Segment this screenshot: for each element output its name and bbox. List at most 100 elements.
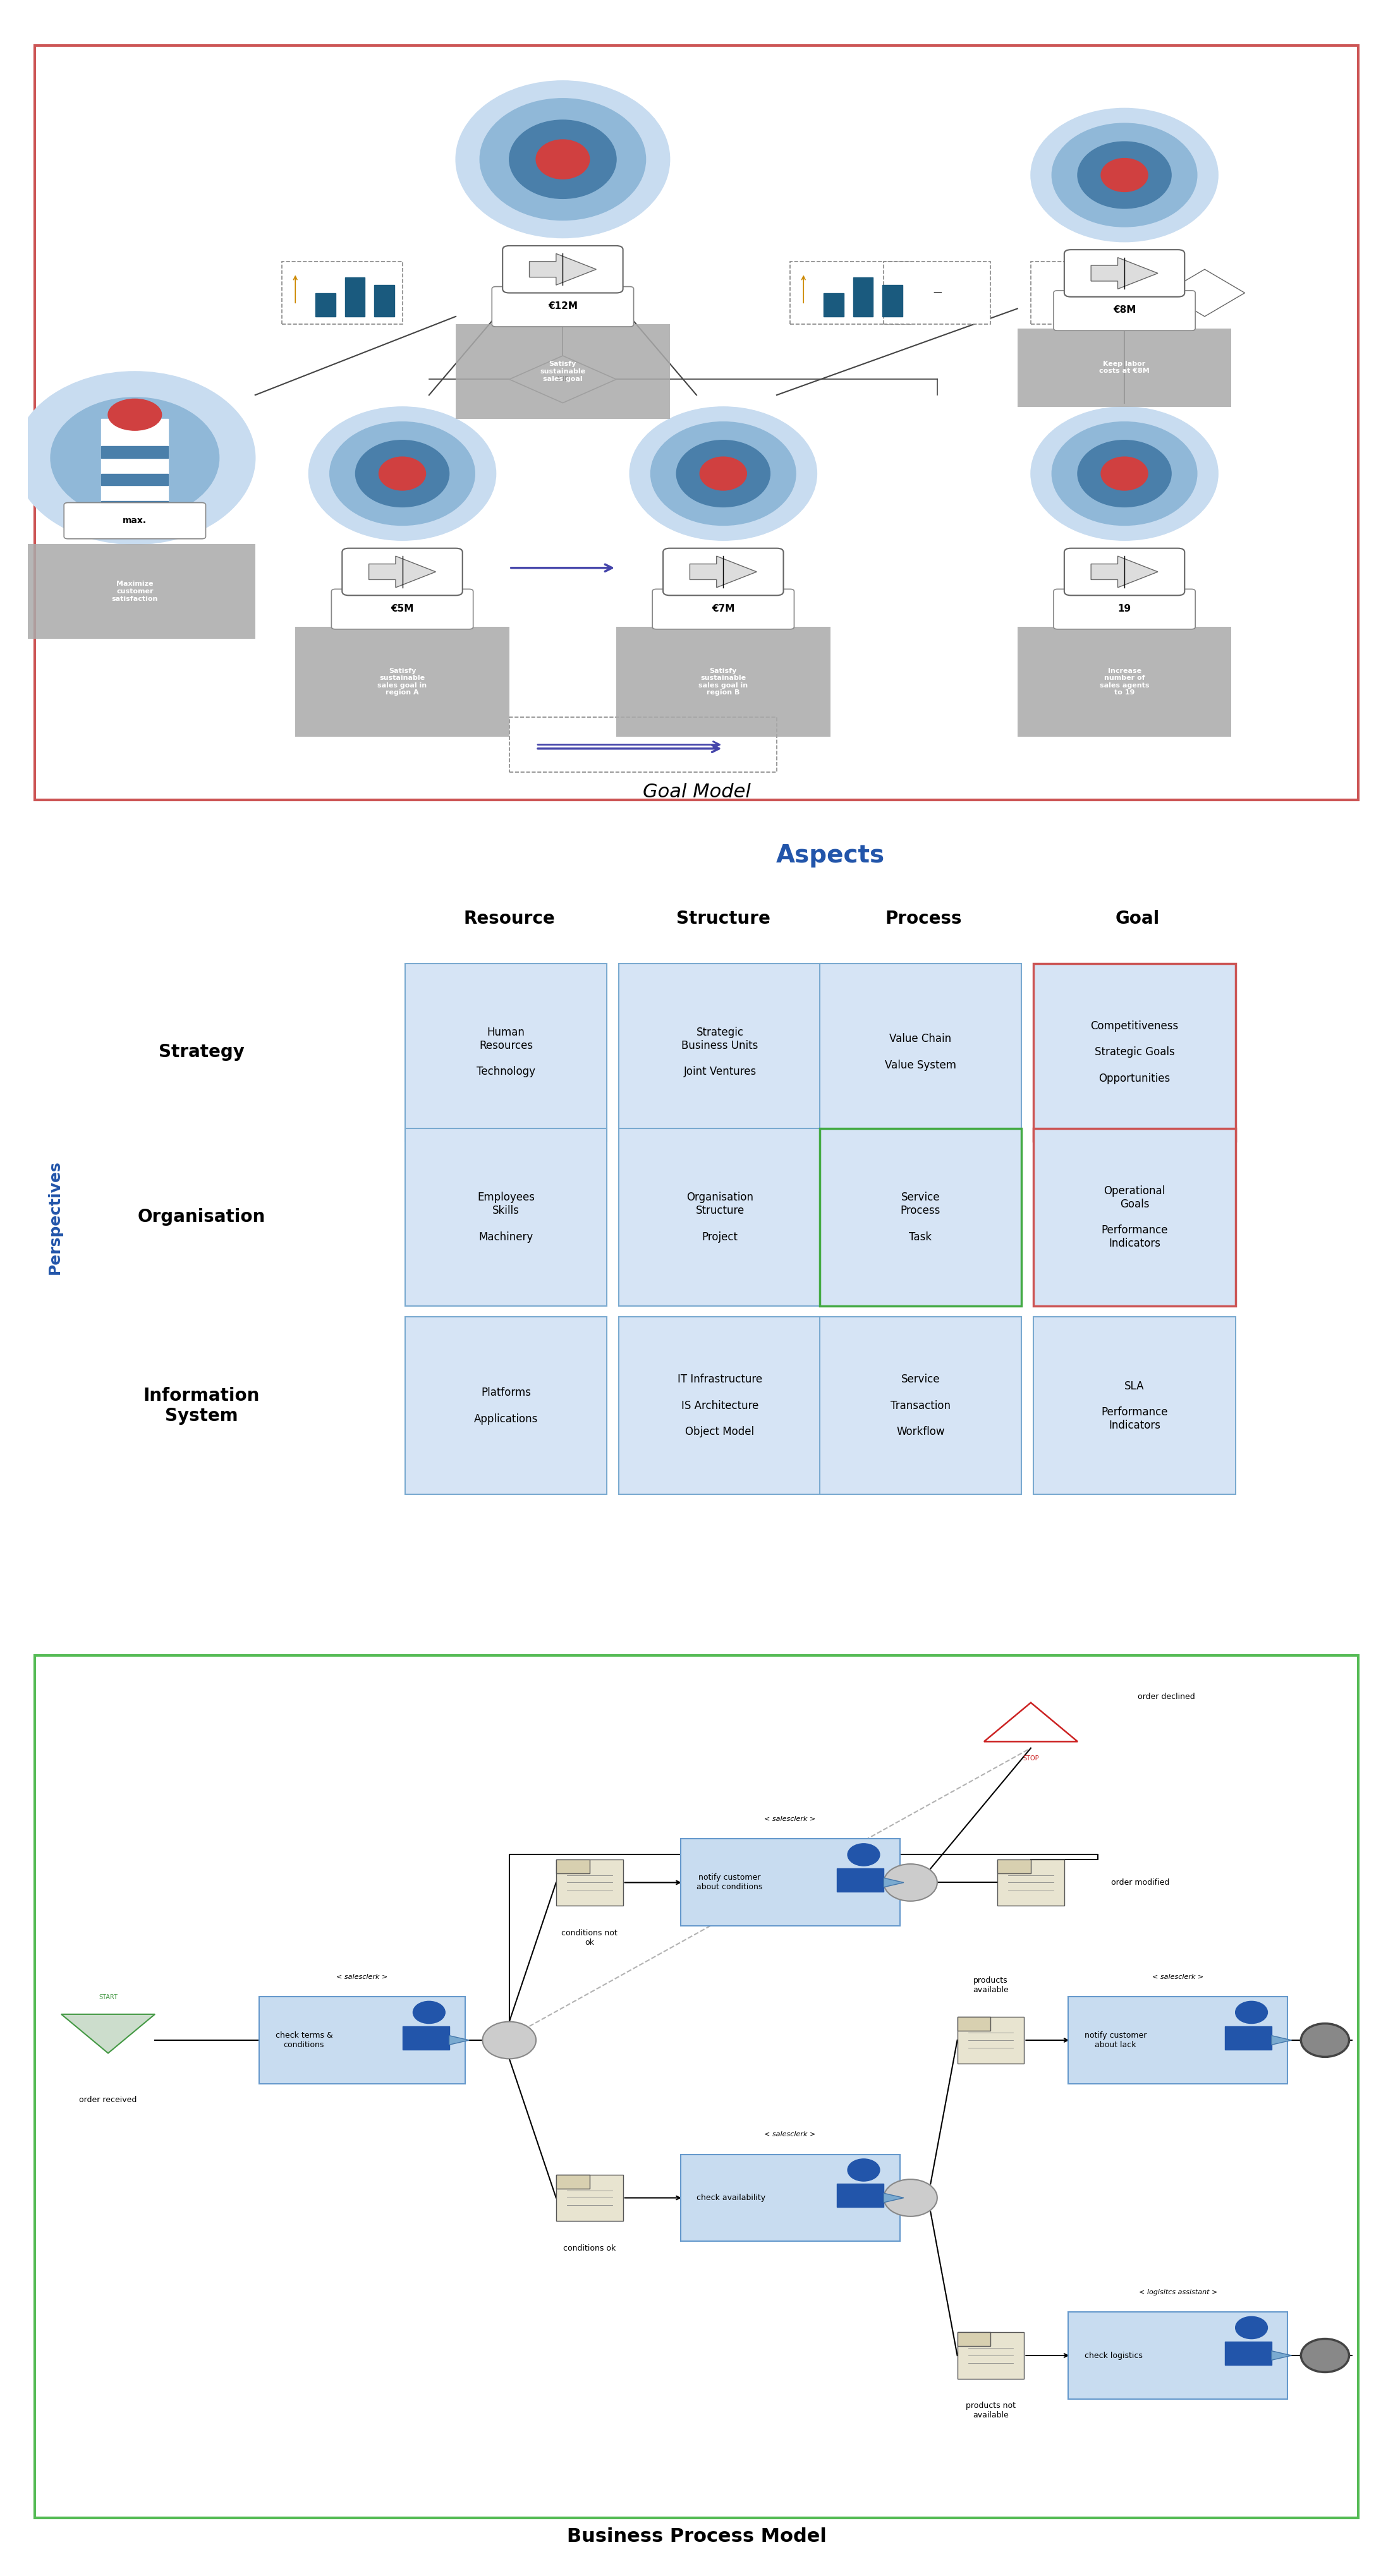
Text: Satisfy
sustainable
sales goal: Satisfy sustainable sales goal [540, 361, 585, 381]
Polygon shape [1272, 2352, 1291, 2360]
Bar [456, 325, 670, 417]
Text: Process: Process [886, 909, 963, 927]
Ellipse shape [1078, 440, 1172, 507]
Text: notify customer
about conditions: notify customer about conditions [696, 1873, 762, 1891]
Text: Satisfy
sustainable
sales goal in
region B: Satisfy sustainable sales goal in region… [698, 667, 748, 696]
Text: —: — [933, 289, 942, 296]
Text: Operational
Goals

Performance
Indicators: Operational Goals Performance Indicators [1100, 1185, 1167, 1249]
Text: Information
System: Information System [143, 1386, 260, 1425]
Bar [997, 1860, 1064, 1906]
FancyBboxPatch shape [663, 549, 783, 595]
Ellipse shape [1078, 142, 1172, 209]
Polygon shape [1091, 556, 1158, 587]
Bar [345, 278, 365, 317]
Text: order received: order received [79, 2097, 137, 2105]
FancyBboxPatch shape [1064, 549, 1184, 595]
Text: < salesclerk >: < salesclerk > [765, 2130, 816, 2138]
FancyBboxPatch shape [618, 963, 820, 1141]
Ellipse shape [14, 371, 255, 544]
Ellipse shape [355, 440, 449, 507]
FancyBboxPatch shape [1034, 1316, 1236, 1494]
Polygon shape [1091, 258, 1158, 289]
FancyBboxPatch shape [492, 286, 634, 327]
Polygon shape [369, 556, 436, 587]
Bar [281, 263, 403, 325]
Text: Aspects: Aspects [776, 845, 885, 868]
Ellipse shape [1100, 157, 1148, 191]
Text: SLA

Performance
Indicators: SLA Performance Indicators [1100, 1381, 1167, 1432]
Text: €5M: €5M [391, 603, 414, 613]
Bar [837, 2184, 883, 2208]
Text: Service

Transaction

Workflow: Service Transaction Workflow [890, 1373, 950, 1437]
Text: Platforms

Applications: Platforms Applications [474, 1386, 538, 1425]
Text: Goal: Goal [1116, 909, 1160, 927]
Polygon shape [883, 2192, 904, 2202]
Circle shape [109, 399, 162, 430]
FancyBboxPatch shape [332, 590, 474, 629]
Text: Human
Resources

Technology: Human Resources Technology [476, 1028, 535, 1077]
Ellipse shape [630, 407, 816, 541]
Text: 19: 19 [1117, 603, 1131, 613]
Text: < salesclerk >: < salesclerk > [765, 1816, 816, 1821]
FancyBboxPatch shape [1068, 2311, 1287, 2398]
Text: Strategic
Business Units

Joint Ventures: Strategic Business Units Joint Ventures [681, 1028, 758, 1077]
Text: Employees
Skills

Machinery: Employees Skills Machinery [478, 1193, 535, 1242]
Bar [102, 502, 169, 513]
Text: order declined: order declined [1138, 1692, 1195, 1700]
Bar [997, 1860, 1031, 1873]
Text: Value Chain

Value System: Value Chain Value System [885, 1033, 956, 1072]
FancyBboxPatch shape [819, 1128, 1021, 1306]
Ellipse shape [699, 456, 747, 489]
Text: Perspectives: Perspectives [47, 1159, 63, 1275]
FancyBboxPatch shape [1034, 963, 1236, 1141]
Text: Organisation: Organisation [138, 1208, 266, 1226]
FancyBboxPatch shape [680, 1839, 900, 1927]
Text: check logistics: check logistics [1084, 2352, 1142, 2360]
FancyBboxPatch shape [503, 245, 623, 294]
Polygon shape [883, 1878, 904, 1888]
Polygon shape [1272, 2035, 1291, 2045]
Ellipse shape [536, 139, 589, 178]
Ellipse shape [479, 98, 646, 219]
Polygon shape [61, 2014, 155, 2053]
Text: Maximize
customer
satisfaction: Maximize customer satisfaction [111, 582, 157, 603]
Text: Resource: Resource [464, 909, 554, 927]
Circle shape [847, 2159, 880, 2182]
Bar [556, 1860, 589, 1873]
Circle shape [1301, 2339, 1348, 2372]
Bar [556, 1860, 623, 1906]
FancyBboxPatch shape [819, 1316, 1021, 1494]
FancyBboxPatch shape [618, 1316, 820, 1494]
Bar [102, 446, 169, 459]
Bar [957, 2331, 1024, 2378]
FancyBboxPatch shape [405, 1316, 607, 1494]
Bar [102, 417, 169, 513]
Text: < salesclerk >: < salesclerk > [337, 1973, 387, 1981]
Bar [853, 278, 873, 317]
Ellipse shape [1052, 422, 1197, 526]
FancyBboxPatch shape [64, 502, 206, 538]
Bar [823, 294, 844, 317]
Polygon shape [1165, 270, 1245, 317]
FancyBboxPatch shape [405, 1128, 607, 1306]
Text: check terms &
conditions: check terms & conditions [276, 2032, 333, 2048]
Bar [295, 626, 510, 737]
Polygon shape [510, 355, 616, 402]
Bar [883, 263, 990, 325]
Bar [957, 2331, 990, 2347]
Circle shape [1236, 2316, 1268, 2339]
Bar [556, 2174, 623, 2221]
FancyBboxPatch shape [259, 1996, 465, 2084]
Ellipse shape [379, 456, 426, 489]
Text: Goal Model: Goal Model [642, 783, 751, 801]
Bar [1224, 2342, 1272, 2365]
Ellipse shape [677, 440, 770, 507]
Ellipse shape [510, 121, 616, 198]
Bar [1224, 2027, 1272, 2050]
Text: max.: max. [123, 515, 146, 526]
Text: < logisitcs assistant >: < logisitcs assistant > [1138, 2290, 1217, 2295]
Ellipse shape [330, 422, 475, 526]
Text: conditions ok: conditions ok [563, 2244, 616, 2251]
Text: Keep labor
costs at €8M: Keep labor costs at €8M [1099, 361, 1149, 374]
FancyBboxPatch shape [1034, 1128, 1236, 1306]
